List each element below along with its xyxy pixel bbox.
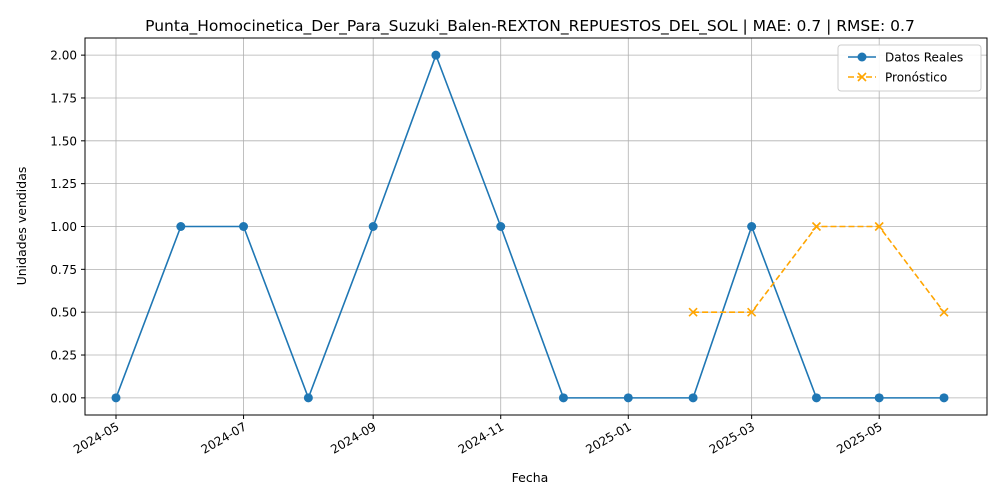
data-point-0 bbox=[811, 393, 821, 403]
data-point-0 bbox=[939, 393, 949, 403]
data-point-0 bbox=[176, 222, 186, 231]
data-point-0 bbox=[874, 393, 884, 403]
y-axis-label: Unidades vendidas bbox=[14, 167, 29, 286]
x-tick-label: 2024-11 bbox=[456, 419, 506, 456]
data-point-1 bbox=[939, 307, 949, 317]
x-tick-label: 2024-07 bbox=[199, 419, 249, 456]
legend: Datos Reales Pronóstico bbox=[837, 44, 982, 92]
data-point-0 bbox=[688, 393, 698, 403]
x-marker-stroke bbox=[874, 221, 884, 232]
x-marker-stroke bbox=[939, 307, 949, 317]
y-tick-label: 0.25 bbox=[50, 349, 77, 363]
x-tick-label: 2024-05 bbox=[71, 419, 121, 456]
data-point-0 bbox=[431, 50, 441, 60]
series-line-0 bbox=[115, 52, 944, 401]
y-tick-label: 2.00 bbox=[50, 49, 77, 63]
y-tick-label: 1.50 bbox=[50, 134, 77, 148]
data-point-0 bbox=[239, 222, 249, 231]
legend-label-1: Pronóstico bbox=[885, 71, 947, 85]
data-point-0 bbox=[623, 393, 633, 403]
data-point-1 bbox=[688, 307, 698, 317]
legend-marker-1 bbox=[857, 72, 867, 82]
x-marker-stroke bbox=[811, 221, 822, 232]
y-tick-label: 1.00 bbox=[50, 220, 77, 234]
y-tick-label: 1.25 bbox=[50, 177, 77, 191]
data-point-0 bbox=[558, 393, 568, 403]
series-layer bbox=[111, 50, 949, 403]
data-point-1 bbox=[811, 221, 822, 232]
x-tick-label: 2025-01 bbox=[583, 419, 633, 456]
x-marker-stroke bbox=[857, 72, 867, 82]
y-tick-label: 0.75 bbox=[50, 263, 77, 277]
x-marker-stroke bbox=[747, 307, 757, 317]
data-point-0 bbox=[496, 222, 506, 231]
y-tick-label: 1.75 bbox=[50, 91, 77, 105]
data-point-0 bbox=[111, 393, 121, 403]
x-tick-label: 2025-03 bbox=[707, 419, 757, 456]
data-point-0 bbox=[368, 222, 378, 231]
y-tick-label: 0.00 bbox=[50, 391, 77, 405]
legend-marker-0 bbox=[857, 52, 867, 62]
y-tick-label: 0.50 bbox=[50, 306, 77, 320]
legend-label-0: Datos Reales bbox=[885, 51, 963, 65]
plot-frame bbox=[84, 37, 988, 416]
axis-ticks: 0.00 0.25 0.50 0.75 1.00 1.25 1.50 1.75 2.00 2024… bbox=[50, 49, 884, 457]
data-point-1 bbox=[874, 221, 884, 232]
x-axis-label: Fecha bbox=[512, 470, 549, 485]
data-point-1 bbox=[747, 307, 757, 317]
chart-title: Punta_Homocinetica_Der_Para_Suzuki_Balen… bbox=[145, 17, 915, 36]
x-marker-stroke bbox=[688, 307, 698, 317]
x-tick-label: 2025-05 bbox=[834, 419, 884, 456]
data-point-0 bbox=[747, 222, 757, 231]
data-point-0 bbox=[303, 393, 313, 403]
x-tick-label: 2024-09 bbox=[328, 419, 378, 456]
